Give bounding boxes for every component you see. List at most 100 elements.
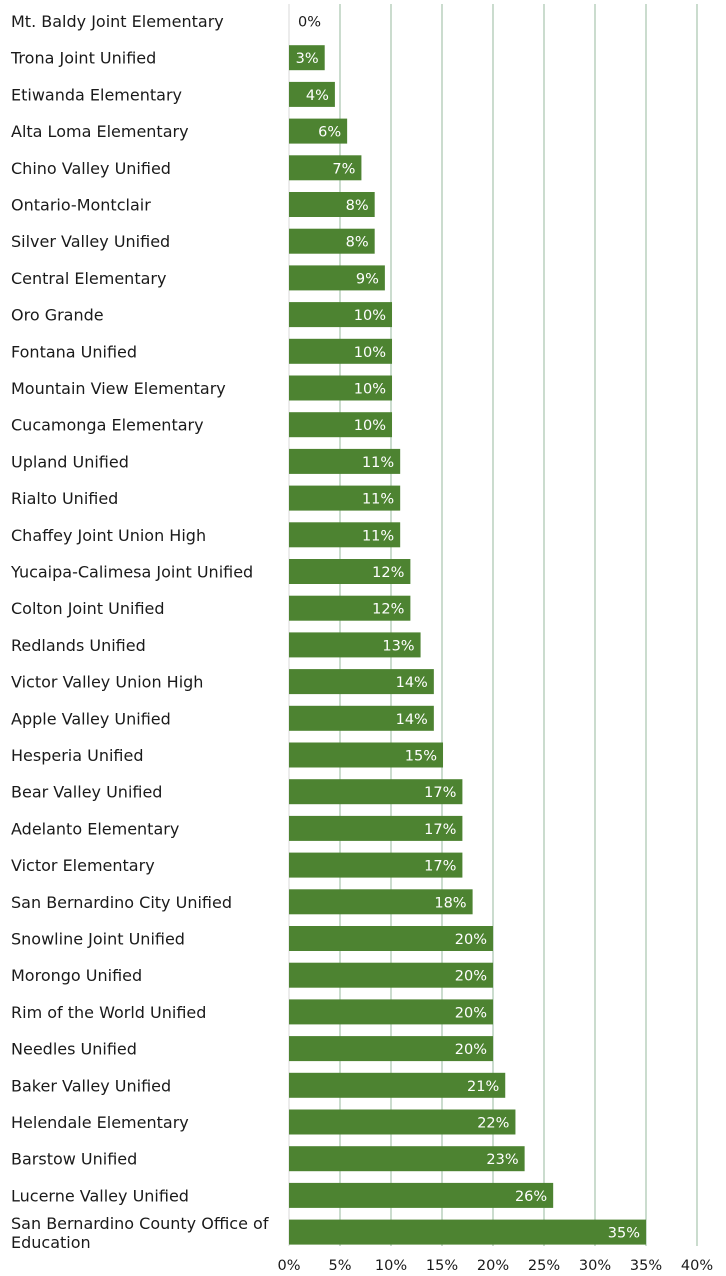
value-label: 0% bbox=[298, 15, 321, 31]
x-tick-label: 5% bbox=[328, 1258, 351, 1274]
value-label: 14% bbox=[396, 675, 428, 691]
bar bbox=[289, 375, 393, 401]
bar bbox=[289, 265, 385, 291]
bar bbox=[289, 632, 421, 658]
value-label: 26% bbox=[515, 1189, 547, 1205]
bar bbox=[289, 228, 375, 254]
value-label: 23% bbox=[486, 1152, 518, 1168]
bar bbox=[289, 1182, 554, 1208]
value-label: 11% bbox=[362, 455, 394, 471]
value-label: 17% bbox=[424, 859, 456, 875]
category-label: Alta Loma Elementary bbox=[11, 122, 189, 141]
value-label: 20% bbox=[455, 1005, 487, 1021]
bar bbox=[289, 1146, 525, 1172]
value-label: 10% bbox=[354, 418, 386, 434]
category-label: Apple Valley Unified bbox=[11, 709, 171, 728]
value-label: 35% bbox=[608, 1226, 640, 1242]
value-label: 4% bbox=[306, 88, 329, 104]
bar bbox=[289, 118, 348, 144]
x-axis-tick-labels: 0% 5% 10% 15% 20% 25% 30% 35% 40% bbox=[277, 1258, 713, 1274]
category-label: Colton Joint Unified bbox=[11, 599, 165, 618]
value-label: 14% bbox=[396, 712, 428, 728]
value-label: 20% bbox=[455, 932, 487, 948]
value-label: 21% bbox=[467, 1079, 499, 1095]
bar bbox=[289, 81, 335, 107]
bar bbox=[289, 742, 444, 768]
value-label: 20% bbox=[455, 1042, 487, 1058]
bar bbox=[289, 338, 393, 364]
bar bbox=[289, 1219, 646, 1245]
value-label: 11% bbox=[362, 528, 394, 544]
category-label: Etiwanda Elementary bbox=[11, 85, 182, 104]
value-labels: 0% 3% 4% 6% 7% 8% 8% 9% 10% 10% 10% 10% 11% 11% 11% 12%… bbox=[296, 15, 640, 1242]
category-label: Chino Valley Unified bbox=[11, 159, 171, 178]
bar bbox=[289, 595, 411, 621]
x-tick-label: 25% bbox=[528, 1258, 560, 1274]
category-label: Snowline Joint Unified bbox=[11, 930, 185, 949]
category-label: Needles Unified bbox=[11, 1040, 137, 1059]
x-tick-label: 40% bbox=[681, 1258, 713, 1274]
bar bbox=[289, 779, 463, 805]
category-label: Mountain View Elementary bbox=[11, 379, 226, 398]
bar bbox=[289, 412, 393, 438]
category-label: Ontario-Montclair bbox=[11, 196, 151, 215]
category-label: Victor Elementary bbox=[11, 856, 155, 875]
bar bbox=[289, 852, 463, 878]
value-label: 8% bbox=[346, 198, 369, 214]
x-tick-label: 30% bbox=[579, 1258, 611, 1274]
category-label: Mt. Baldy Joint Elementary bbox=[11, 12, 224, 31]
category-label: Silver Valley Unified bbox=[11, 232, 170, 251]
value-label: 22% bbox=[477, 1116, 509, 1132]
category-label: Victor Valley Union High bbox=[11, 673, 203, 692]
category-label: Morongo Unified bbox=[11, 966, 142, 985]
value-label: 10% bbox=[354, 382, 386, 398]
category-label: Bear Valley Unified bbox=[11, 783, 162, 802]
category-label: Adelanto Elementary bbox=[11, 819, 179, 838]
category-label: Helendale Elementary bbox=[11, 1113, 189, 1132]
bar bbox=[289, 926, 493, 951]
value-label: 17% bbox=[424, 822, 456, 838]
category-label: Central Elementary bbox=[11, 269, 166, 288]
value-label: 6% bbox=[318, 125, 341, 141]
value-label: 18% bbox=[434, 895, 466, 911]
bar bbox=[289, 1036, 493, 1062]
x-tick-label: 20% bbox=[477, 1258, 509, 1274]
bar bbox=[289, 815, 463, 841]
bar bbox=[289, 155, 362, 181]
value-label: 8% bbox=[346, 235, 369, 251]
value-label: 13% bbox=[382, 638, 414, 654]
category-label: Rim of the World Unified bbox=[11, 1003, 206, 1022]
value-label: 7% bbox=[332, 161, 355, 177]
x-tick-label: 10% bbox=[375, 1258, 407, 1274]
bar bbox=[289, 669, 434, 695]
category-label: Chaffey Joint Union High bbox=[11, 526, 206, 545]
category-label: Upland Unified bbox=[11, 452, 129, 471]
category-label: Fontana Unified bbox=[11, 342, 137, 361]
category-label: Redlands Unified bbox=[11, 636, 146, 655]
bars bbox=[289, 45, 646, 1245]
category-label: San Bernardino County Office of Education bbox=[11, 1214, 269, 1252]
category-label: San Bernardino City Unified bbox=[11, 893, 232, 912]
category-label: Lucerne Valley Unified bbox=[11, 1186, 189, 1205]
category-label: Oro Grande bbox=[11, 306, 104, 325]
bar bbox=[289, 485, 401, 511]
bar bbox=[289, 192, 375, 217]
value-label: 12% bbox=[372, 602, 404, 618]
category-labels: Mt. Baldy Joint Elementary Trona Joint Un… bbox=[10, 12, 269, 1252]
category-label: Baker Valley Unified bbox=[11, 1076, 171, 1095]
x-tick-label: 35% bbox=[630, 1258, 662, 1274]
bar bbox=[289, 705, 434, 731]
bar bbox=[289, 45, 325, 71]
value-label: 11% bbox=[362, 492, 394, 508]
category-label: Cucamonga Elementary bbox=[11, 416, 204, 435]
category-label: Yucaipa-Calimesa Joint Unified bbox=[10, 563, 253, 582]
bar bbox=[289, 889, 473, 915]
value-label: 20% bbox=[455, 969, 487, 985]
category-label: Rialto Unified bbox=[11, 489, 118, 508]
value-label: 9% bbox=[356, 271, 379, 287]
x-tick-label: 15% bbox=[426, 1258, 458, 1274]
bar bbox=[289, 448, 401, 474]
value-label: 10% bbox=[354, 308, 386, 324]
bar bbox=[289, 1109, 516, 1135]
